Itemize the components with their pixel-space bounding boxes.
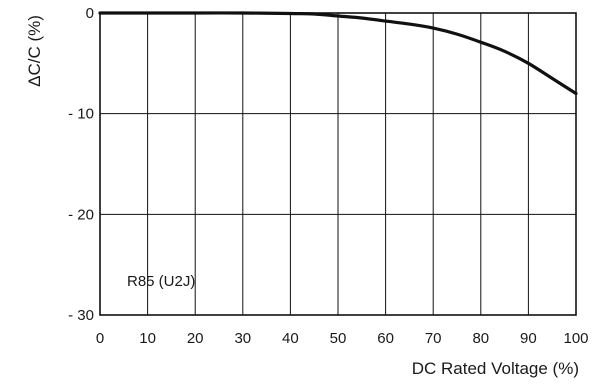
x-tick-label: 50	[330, 330, 347, 347]
y-tick-labels: 0 - 10 - 20 - 30	[68, 5, 94, 324]
x-tick-label: 80	[472, 330, 489, 347]
annotation-label: R85 (U2J)	[127, 273, 195, 290]
x-axis-title: DC Rated Voltage (%)	[412, 359, 579, 378]
x-tick-label: 0	[96, 330, 104, 347]
x-tick-label: 60	[377, 330, 394, 347]
grid	[100, 13, 576, 315]
x-tick-label: 10	[139, 330, 156, 347]
x-tick-label: 30	[234, 330, 251, 347]
x-tick-label: 40	[282, 330, 299, 347]
x-tick-label: 90	[520, 330, 537, 347]
x-tick-label: 100	[563, 330, 588, 347]
x-tick-label: 20	[187, 330, 204, 347]
y-tick-label: - 30	[68, 307, 94, 324]
y-axis-title: ΔC/C (%)	[25, 15, 44, 87]
y-tick-label: 0	[86, 5, 94, 22]
x-tick-label: 70	[425, 330, 442, 347]
plot-frame	[99, 12, 577, 316]
x-tick-labels: 0 10 20 30 40 50 60 70 80 90 100	[96, 330, 589, 347]
y-tick-label: - 20	[68, 206, 94, 223]
y-tick-label: - 10	[68, 106, 94, 123]
